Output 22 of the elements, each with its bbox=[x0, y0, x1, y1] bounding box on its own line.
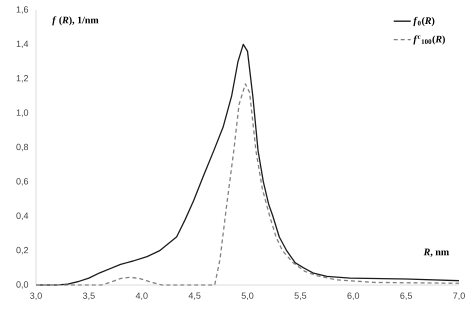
x-tick-label: 5,5 bbox=[294, 292, 306, 300]
x-tick-label: 5,0 bbox=[242, 292, 254, 300]
x-tick-label: 4,0 bbox=[136, 292, 148, 300]
y-tick-label: 0,4 bbox=[16, 212, 28, 220]
x-tick-label: 6,0 bbox=[347, 292, 360, 300]
y-tick-label: 1,0 bbox=[16, 109, 28, 117]
x-tick-label: 3,5 bbox=[82, 292, 95, 300]
y-tick-label: 1,4 bbox=[16, 40, 28, 48]
y-tick-label: 0,6 bbox=[16, 178, 28, 186]
legend-label: f$^{c}$$_{100}$(R) bbox=[413, 35, 445, 45]
x-tick-label: 4,5 bbox=[188, 292, 200, 300]
x-tick-label: 3,0 bbox=[30, 292, 42, 300]
y-tick-label: 0,0 bbox=[16, 281, 28, 289]
x-axis-title: R, nm bbox=[424, 248, 449, 257]
x-tick-label: 6,5 bbox=[400, 292, 412, 300]
y-tick-label: 1,6 bbox=[16, 6, 28, 14]
y-tick-label: 1,2 bbox=[16, 75, 28, 82]
y-tick-label: 0,2 bbox=[16, 246, 28, 254]
y-tick-label: 0,8 bbox=[16, 144, 28, 152]
x-tick-label: 7,0 bbox=[453, 292, 465, 300]
legend-label: f$_{0}$(R) bbox=[413, 16, 434, 26]
y-axis-title: f (R), 1/nm bbox=[52, 16, 99, 26]
